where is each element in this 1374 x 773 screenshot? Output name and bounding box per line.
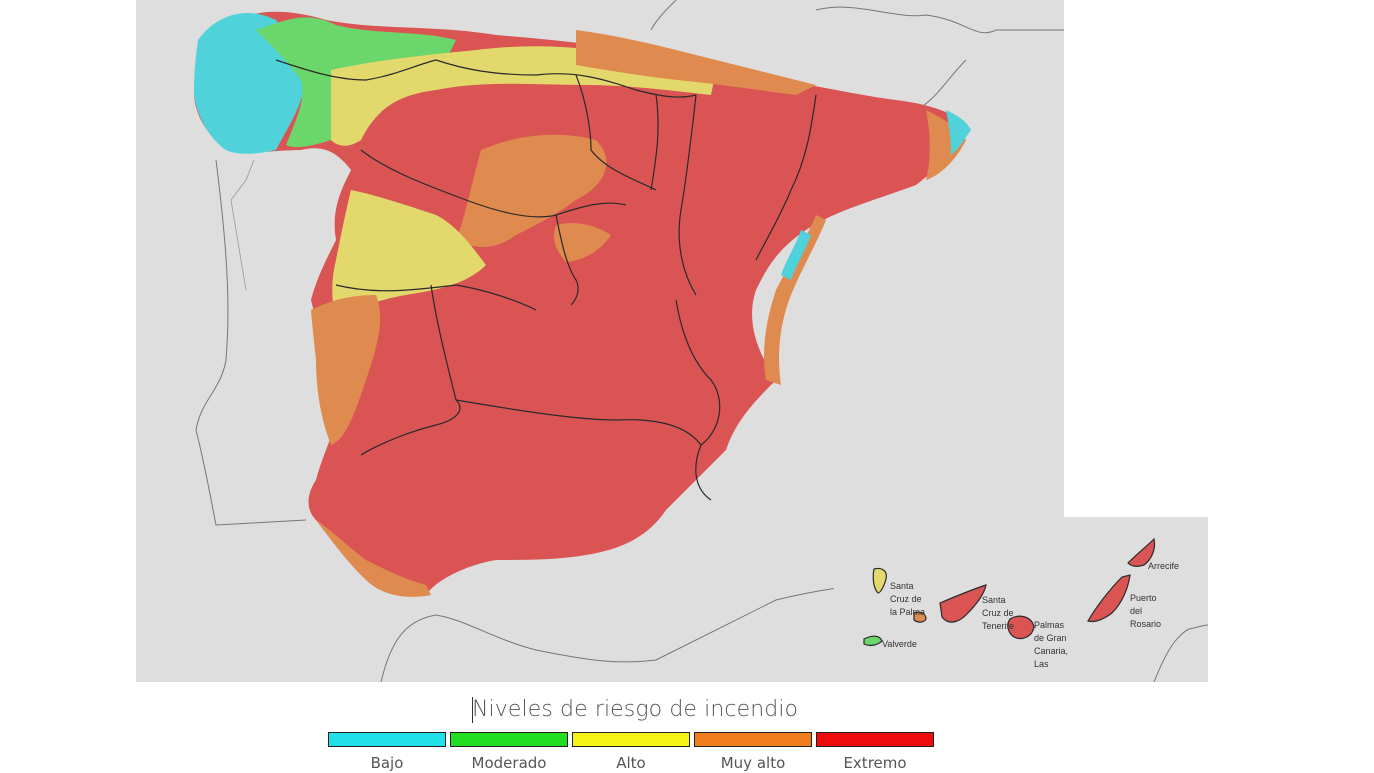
- city-label-puerto-del-rosario: Puerto del Rosario: [1130, 593, 1162, 629]
- legend-swatch-extremo: [816, 732, 934, 747]
- portugal-coastline: [195, 159, 307, 526]
- portugal-border: [230, 159, 255, 291]
- west-muyalto-zone: [311, 295, 381, 445]
- city-label-santa-cruz-la-palma: Santa Cruz de la Palma: [890, 581, 926, 617]
- legend-title: Niveles de riesgo de incendio: [472, 697, 799, 722]
- island-fuerteventura: [1087, 574, 1131, 623]
- west-alto-zone: [332, 190, 486, 320]
- africa-coastline: [380, 579, 936, 682]
- fire-risk-map-peninsula[interactable]: [136, 0, 1064, 682]
- legend-label-extremo: Extremo: [843, 754, 907, 772]
- catalonia-coast-bajo: [946, 110, 971, 155]
- valencia-coast-zone: [764, 215, 826, 385]
- city-label-valverde: Valverde: [882, 639, 917, 649]
- peninsula-extremo-zone: [194, 11, 966, 597]
- island-lanzarote: [1127, 537, 1156, 567]
- island-la-gomera: [913, 611, 927, 623]
- island-la-palma: [872, 567, 887, 594]
- catalonia-coast-muyalto: [926, 110, 966, 180]
- north-muyalto-zone: [576, 30, 816, 95]
- canarias-inset-map[interactable]: Santa Cruz de la Palma Valverde Santa Cr…: [834, 517, 1208, 682]
- text-cursor: [472, 697, 473, 723]
- legend-label-muy-alto: Muy alto: [720, 754, 786, 772]
- region-borders: [275, 59, 817, 501]
- legend-label-alto: Alto: [616, 754, 646, 772]
- island-tenerife: [939, 584, 987, 623]
- legend-swatch-bajo: [328, 732, 446, 747]
- peninsula-map-svg: [194, 0, 1064, 682]
- city-label-las-palmas: Palmas de Gran Canaria, Las: [1034, 620, 1069, 669]
- legend-swatch-alto: [572, 732, 690, 747]
- island-gran-canaria: [1007, 615, 1035, 640]
- southwest-muyalto-zone: [316, 520, 431, 597]
- valencia-coast-bajo: [781, 230, 811, 280]
- legend-swatch-muy-alto: [694, 732, 812, 747]
- legend-label-bajo: Bajo: [370, 754, 404, 772]
- africa-coast-inset: [1153, 624, 1208, 682]
- central-muyalto-zone: [456, 134, 607, 247]
- island-el-hierro: [863, 635, 883, 647]
- city-label-arrecife: Arrecife: [1148, 561, 1180, 571]
- canarias-map-svg: [863, 537, 1208, 682]
- central-muyalto-zone-2: [554, 223, 611, 262]
- legend-swatch-moderado: [450, 732, 568, 747]
- legend-label-moderado: Moderado: [471, 754, 547, 772]
- city-label-santa-cruz-tenerife: Santa Cruz de Tenerife: [982, 595, 1015, 631]
